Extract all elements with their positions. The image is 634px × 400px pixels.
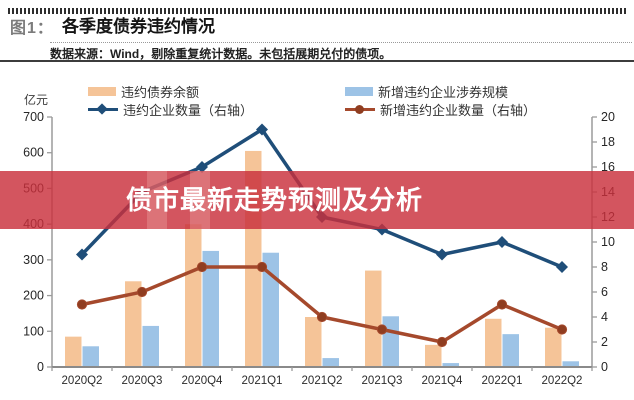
left-tick-label: 600 <box>23 146 44 160</box>
category-label: 2022Q2 <box>542 375 583 387</box>
legend-label: 新增违约企业涉券规模 <box>378 85 509 100</box>
right-tick-label: 0 <box>601 360 608 374</box>
category-label: 2020Q2 <box>62 375 103 387</box>
bar <box>262 252 279 367</box>
category-label: 2020Q3 <box>122 375 163 387</box>
right-tick-label: 6 <box>601 285 608 299</box>
right-tick-label: 8 <box>601 260 608 274</box>
blue-bar-swatch-icon <box>345 87 373 96</box>
diamond-marker <box>436 248 448 261</box>
right-tick-label: 4 <box>601 310 608 324</box>
watermark-text: 债市最新走势预测及分析 <box>126 185 424 215</box>
bar <box>305 317 322 367</box>
left-tick-label: 300 <box>23 253 44 267</box>
circle-marker <box>436 336 448 348</box>
legend-label: 违约企业数量（右轴） <box>123 103 254 118</box>
banner-light-stripe <box>147 171 167 229</box>
circle-marker <box>256 261 268 273</box>
watermark-banner: 债市最新走势预测及分析 <box>0 171 634 229</box>
bar <box>82 346 99 367</box>
bar <box>65 336 82 367</box>
category-label: 2021Q4 <box>422 375 464 387</box>
right-tick-label: 2 <box>601 335 608 349</box>
category-label: 2021Q3 <box>362 375 403 387</box>
bar <box>502 334 519 367</box>
circle-marker <box>76 299 88 310</box>
brown-line-circle-icon <box>345 104 375 115</box>
header-divider <box>0 60 634 62</box>
bar <box>365 270 382 367</box>
category-label: 2021Q2 <box>302 375 343 387</box>
bar <box>485 318 502 367</box>
circle-marker <box>556 324 568 335</box>
legend-item-default-company-count: 违约企业数量（右轴） <box>88 100 253 119</box>
diamond-marker <box>196 161 208 173</box>
right-tick-label: 20 <box>601 110 615 124</box>
top-stripe-border <box>8 8 626 14</box>
right-tick-label: 16 <box>601 160 615 174</box>
diamond-marker <box>76 248 88 261</box>
circle-marker <box>196 261 208 273</box>
circle-marker <box>376 324 388 335</box>
figure-label: 图1： <box>10 20 54 37</box>
circle-marker <box>496 299 508 310</box>
diamond-marker <box>496 236 508 248</box>
left-tick-label: 0 <box>37 360 44 374</box>
category-label: 2020Q4 <box>182 375 224 387</box>
figure-title: 各季度债券违约情况 <box>62 17 215 36</box>
bar <box>142 325 159 367</box>
diamond-marker <box>256 123 268 136</box>
bar <box>442 363 459 367</box>
legend-label: 违约债券余额 <box>121 85 200 100</box>
left-tick-label: 200 <box>23 289 44 303</box>
diamond-marker <box>556 261 568 273</box>
category-label: 2021Q1 <box>242 375 283 387</box>
category-label: 2022Q1 <box>482 375 523 387</box>
left-tick-label: 700 <box>23 110 44 124</box>
source-note: 数据来源：Wind，剔除重复统计数据。未包括展期兑付的债项。 <box>50 47 392 61</box>
navy-line-diamond-icon <box>88 102 118 115</box>
bar <box>562 361 579 367</box>
title-dotted-rule <box>50 42 632 43</box>
bar <box>322 358 339 367</box>
left-axis-unit-label: 亿元 <box>24 93 49 107</box>
legend-item-default-bond-balance: 违约债券余额 <box>88 82 199 101</box>
left-tick-label: 100 <box>23 324 44 338</box>
bar <box>382 316 399 367</box>
circle-marker <box>316 311 328 323</box>
bar <box>125 281 142 367</box>
bar <box>202 250 219 367</box>
right-tick-label: 18 <box>601 135 615 149</box>
bar <box>185 224 202 367</box>
circle-marker <box>136 286 148 298</box>
legend-item-new-default-scale: 新增违约企业涉券规模 <box>345 82 508 101</box>
tan-bar-swatch-icon <box>88 87 116 96</box>
bar <box>425 344 442 367</box>
banner-light-stripe <box>190 171 210 229</box>
bar <box>545 327 562 367</box>
right-tick-label: 10 <box>601 235 615 249</box>
legend-item-new-default-company-count: 新增违约企业数量（右轴） <box>345 100 536 119</box>
legend-label: 新增违约企业数量（右轴） <box>380 103 537 118</box>
